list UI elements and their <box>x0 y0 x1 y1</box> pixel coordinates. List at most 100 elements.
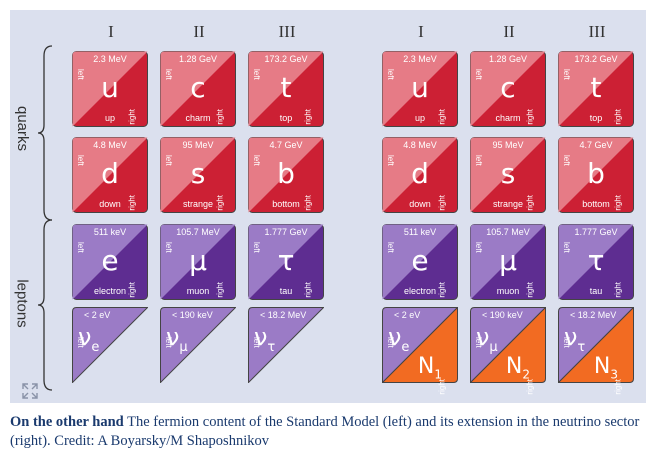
chirality-right-label: right <box>216 195 225 211</box>
particle-name: down <box>409 199 431 209</box>
chirality-right-label: right <box>526 282 535 298</box>
chirality-left-label: left <box>164 155 173 166</box>
particle-symbol: c <box>190 71 206 104</box>
tile-left-half <box>72 224 148 300</box>
particle-mass: 4.7 GeV <box>579 140 613 150</box>
neutrino-mass: < 2 eV <box>394 310 421 320</box>
chirality-right-label: right <box>614 109 623 125</box>
chirality-left-label: left <box>562 69 571 80</box>
neutrino-mass: < 18.2 MeV <box>260 310 307 320</box>
chirality-right-label: right <box>614 282 623 298</box>
particle-symbol: t <box>280 71 292 104</box>
neutrino-left-half <box>160 307 236 383</box>
particle-symbol: d <box>101 157 119 190</box>
particle-name: muon <box>496 286 520 296</box>
particle-mass: 2.3 MeV <box>93 54 127 64</box>
sm-particle-top: 173.2 GeV t top left right <box>248 51 324 127</box>
chirality-left-label: left <box>252 69 261 80</box>
particle-mass: 105.7 MeV <box>486 227 530 237</box>
ext-particle-strange: 95 MeV s strange left right <box>470 137 546 213</box>
neutrino-mass: < 190 keV <box>172 310 213 320</box>
expand-icon[interactable] <box>22 383 38 399</box>
particle-tile <box>248 137 324 213</box>
particle-mass: 95 MeV <box>492 140 524 150</box>
particle-mass: 1.777 GeV <box>264 227 308 237</box>
particle-mass: 1.28 GeV <box>488 54 528 64</box>
chirality-left-label: left <box>474 155 483 166</box>
particle-name: down <box>99 199 121 209</box>
generation-header: III <box>588 22 606 41</box>
particle-tile <box>470 224 546 300</box>
figure-caption: On the other hand The fermion content of… <box>10 413 640 451</box>
particle-symbol: e <box>411 244 429 277</box>
particle-tile <box>470 307 546 383</box>
particle-mass: 4.8 MeV <box>403 140 437 150</box>
particle-mass: 105.7 MeV <box>176 227 220 237</box>
ext-particle-neutrino-2: < 190 keV νμ left N2 right <box>470 307 546 395</box>
particle-name: strange <box>182 199 214 209</box>
generation-header: I <box>418 22 424 41</box>
ext-particle-top: 173.2 GeV t top left right <box>558 51 634 127</box>
sterile-index: 3 <box>610 367 618 381</box>
particle-name: bottom <box>582 199 610 209</box>
neutrino-symbol: ντ <box>564 323 586 355</box>
tile-left-half <box>558 51 634 127</box>
chirality-right-label: right <box>216 282 225 298</box>
neutrino-mass: < 18.2 MeV <box>570 310 617 320</box>
generation-header: II <box>193 22 205 41</box>
caption-text: The fermion content of the Standard Mode… <box>10 414 640 449</box>
tile-left-half <box>160 137 236 213</box>
chirality-left-label: left <box>252 242 261 253</box>
neutrino-left-half <box>72 307 148 383</box>
chirality-left-label: left <box>386 155 395 166</box>
particle-name: top <box>279 113 293 123</box>
ext-particle-charm: 1.28 GeV c charm left right <box>470 51 546 127</box>
neutrino-mass: < 2 eV <box>84 310 111 320</box>
chirality-left-label: left <box>386 69 395 80</box>
chirality-left-label: left <box>164 337 173 348</box>
chirality-right-label: right <box>304 195 313 211</box>
particle-mass: 511 keV <box>403 227 437 237</box>
ext-particle-tau: 1.777 GeV τ tau left right <box>558 224 634 300</box>
ext-particle-down: 4.8 MeV d down left right <box>382 137 458 213</box>
particle-tile <box>558 307 634 383</box>
tile-left-half <box>558 224 634 300</box>
particle-symbol: μ <box>189 244 207 277</box>
tile-left-half <box>382 51 458 127</box>
sm-particle-bottom: 4.7 GeV b bottom left right <box>248 137 324 213</box>
chirality-left-label: left <box>562 242 571 253</box>
fermion-diagram: I II III 2.3 MeV u up left right 1.28 GeV c charm l… <box>10 10 646 403</box>
quarks-brace <box>37 45 53 221</box>
particle-tile <box>382 307 458 383</box>
neutrino-symbol: νμ <box>476 323 498 355</box>
ext-particle-muon: 105.7 MeV μ muon left right <box>470 224 546 300</box>
neutrino-symbol: νμ <box>166 323 188 355</box>
particle-tile <box>72 137 148 213</box>
tile-left-half <box>470 137 546 213</box>
chirality-right-label: right <box>438 109 447 125</box>
particle-tile <box>382 137 458 213</box>
chirality-right-label: right <box>526 379 535 395</box>
particle-symbol: s <box>190 157 206 190</box>
particle-symbol: s <box>500 157 516 190</box>
chirality-right-label: right <box>614 379 623 395</box>
sterile-neutrino-half <box>470 307 546 383</box>
group-braces <box>37 45 53 391</box>
tile-left-half <box>248 51 324 127</box>
particle-tile <box>160 51 236 127</box>
chirality-right-label: right <box>526 109 535 125</box>
caption-lead: On the other hand <box>10 414 124 430</box>
neutrino-symbol: ντ <box>254 323 276 355</box>
ext-particle-up: 2.3 MeV u up left right <box>382 51 458 127</box>
particle-symbol: τ <box>277 244 295 277</box>
particle-name: muon <box>186 286 210 296</box>
tile-left-half <box>470 224 546 300</box>
particle-symbol: μ <box>499 244 517 277</box>
chirality-right-label: right <box>216 109 225 125</box>
chirality-right-label: right <box>438 379 447 395</box>
sm-particle-tau: 1.777 GeV τ tau left right <box>248 224 324 300</box>
chirality-left-label: left <box>76 69 85 80</box>
sterile-neutrino-symbol: N1 <box>417 353 442 381</box>
tile-left-half <box>72 137 148 213</box>
tile-left-half <box>382 224 458 300</box>
